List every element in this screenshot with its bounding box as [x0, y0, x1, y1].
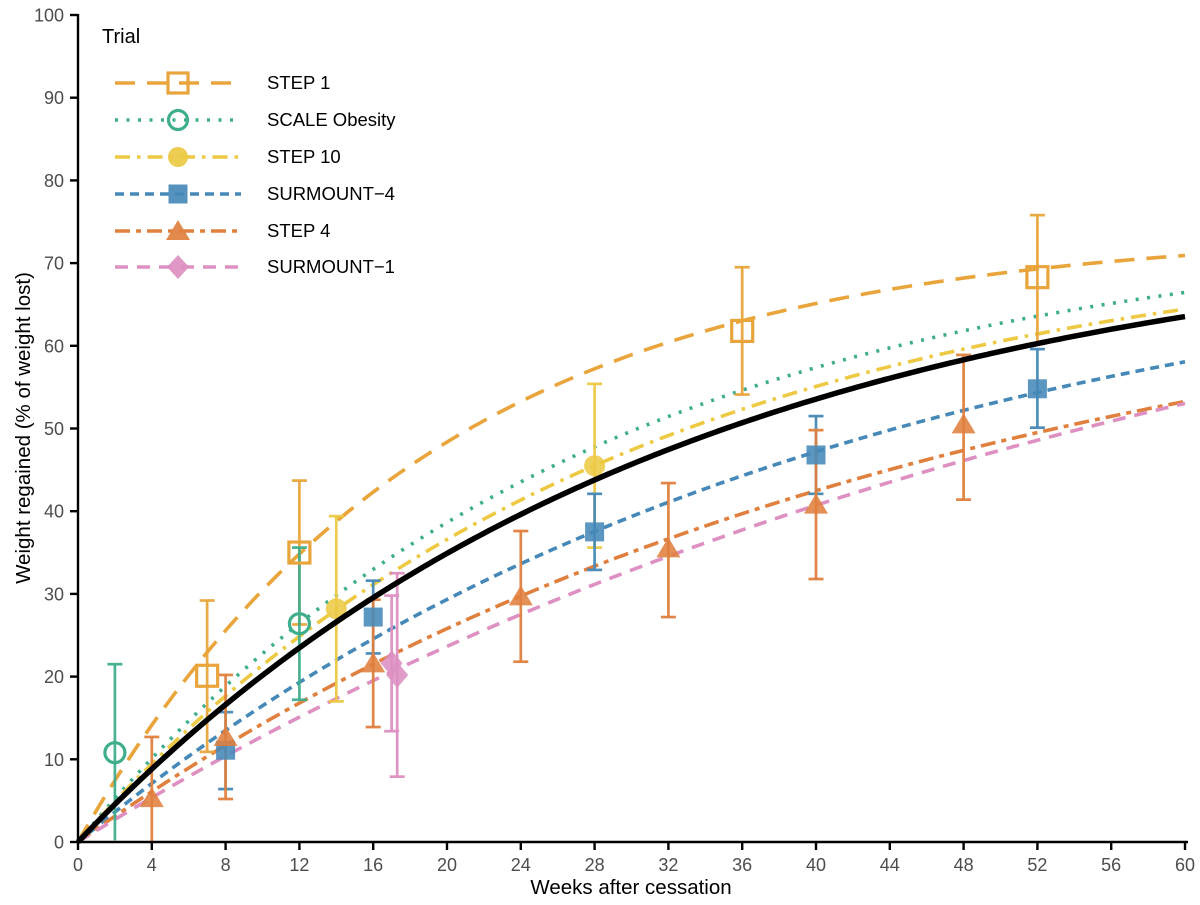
- y-tick-label: 20: [44, 667, 64, 687]
- legend-item: SURMOUNT−1: [96, 249, 396, 286]
- legend-item-label: STEP 10: [267, 145, 341, 167]
- y-tick-label: 100: [34, 6, 64, 26]
- curve-SCALE Obesity: [76, 290, 1186, 844]
- legend-key-square-icon: [115, 184, 241, 204]
- legend-marker-square: [168, 184, 188, 204]
- legend-item: STEP 10: [96, 139, 396, 176]
- legend-item-label: STEP 4: [267, 219, 331, 241]
- x-tick-label: 28: [585, 855, 605, 875]
- curve-overall: [76, 313, 1186, 844]
- data-point-open-circle: [287, 612, 311, 636]
- x-tick-label: 52: [1027, 855, 1047, 875]
- y-tick-label: 40: [44, 502, 64, 522]
- x-tick-label: 60: [1175, 855, 1195, 875]
- x-tick-label: 56: [1101, 855, 1121, 875]
- legend-marker-circle: [168, 146, 188, 167]
- data-point-triangle: [951, 413, 976, 434]
- y-axis-title: Weight regained (% of weight lost): [12, 272, 35, 584]
- x-tick-label: 12: [289, 855, 309, 875]
- legend-marker-diamond: [167, 255, 189, 280]
- y-tick-label: 80: [44, 171, 64, 191]
- legend-marker-triangle: [166, 219, 190, 240]
- legend-item-label: STEP 1: [267, 72, 331, 94]
- legend-marker-open-circle: [166, 109, 190, 132]
- y-tick-label: 0: [54, 833, 64, 853]
- x-tick-label: 0: [73, 855, 83, 875]
- y-tick-label: 60: [44, 336, 64, 356]
- y-tick-label: 30: [44, 584, 64, 604]
- x-axis-title: Weeks after cessation: [530, 876, 732, 899]
- legend-marker-open-square: [166, 71, 190, 95]
- curve-STEP 10: [76, 307, 1186, 844]
- y-tick-label: 50: [44, 419, 64, 439]
- data-point-square: [806, 445, 826, 465]
- data-point-open-square: [730, 318, 755, 344]
- legend-key-open-circle-icon: [115, 109, 241, 132]
- data-point-circle: [325, 598, 347, 620]
- legend-item: STEP 4: [96, 212, 396, 249]
- x-tick-label: 8: [221, 855, 231, 875]
- curve-STEP 1: [76, 253, 1186, 843]
- data-point-triangle: [804, 493, 828, 514]
- x-tick-label: 20: [437, 855, 457, 875]
- data-point-triangle: [139, 787, 164, 808]
- legend-item-label: SCALE Obesity: [267, 109, 396, 131]
- data-point-open-square: [287, 540, 312, 565]
- legend-key-triangle-icon: [115, 219, 241, 240]
- legend-rows: STEP 1 SCALE Obesity STEP 10 SURMOUNT−4 STEP…: [96, 65, 396, 286]
- data-point-triangle: [213, 725, 238, 746]
- data-point-square: [1027, 379, 1047, 399]
- data-point-square: [585, 522, 605, 542]
- legend: Trial STEP 1 SCALE Obesity STEP 10 SURMOUNT…: [96, 24, 396, 286]
- data-point-triangle: [656, 537, 681, 558]
- curve-SURMOUNT−1: [77, 401, 1186, 844]
- data-point-square: [363, 607, 383, 627]
- x-tick-label: 24: [511, 855, 531, 875]
- x-tick-label: 48: [954, 855, 974, 875]
- data-point-diamond: [386, 661, 409, 688]
- x-tick-label: 16: [363, 855, 383, 875]
- data-point-circle: [584, 455, 606, 477]
- y-tick-label: 70: [44, 254, 64, 274]
- data-point-open-square: [1025, 265, 1050, 290]
- data-point-triangle: [361, 652, 386, 673]
- legend-title: Trial: [102, 26, 141, 48]
- x-tick-label: 40: [806, 855, 826, 875]
- curve-SURMOUNT−4: [76, 360, 1186, 844]
- legend-key-diamond-icon: [115, 255, 241, 280]
- legend-item-label: SURMOUNT−1: [267, 256, 395, 278]
- y-tick-label: 10: [44, 750, 64, 770]
- curve-STEP 4: [76, 399, 1186, 844]
- legend-item: STEP 1: [96, 65, 396, 102]
- legend-key-open-square-icon: [115, 71, 241, 95]
- y-tick-label: 90: [44, 88, 64, 108]
- x-tick-label: 4: [147, 855, 157, 875]
- data-point-open-circle: [103, 741, 127, 765]
- x-tick-label: 32: [658, 855, 678, 875]
- x-tick-label: 36: [732, 855, 752, 875]
- data-point-triangle: [508, 585, 533, 606]
- legend-item: SURMOUNT−4: [96, 175, 396, 212]
- data-point-open-square: [195, 663, 220, 688]
- legend-item: SCALE Obesity: [96, 102, 396, 139]
- legend-item-label: SURMOUNT−4: [267, 182, 395, 204]
- x-tick-label: 44: [880, 855, 900, 875]
- legend-key-circle-icon: [115, 146, 241, 167]
